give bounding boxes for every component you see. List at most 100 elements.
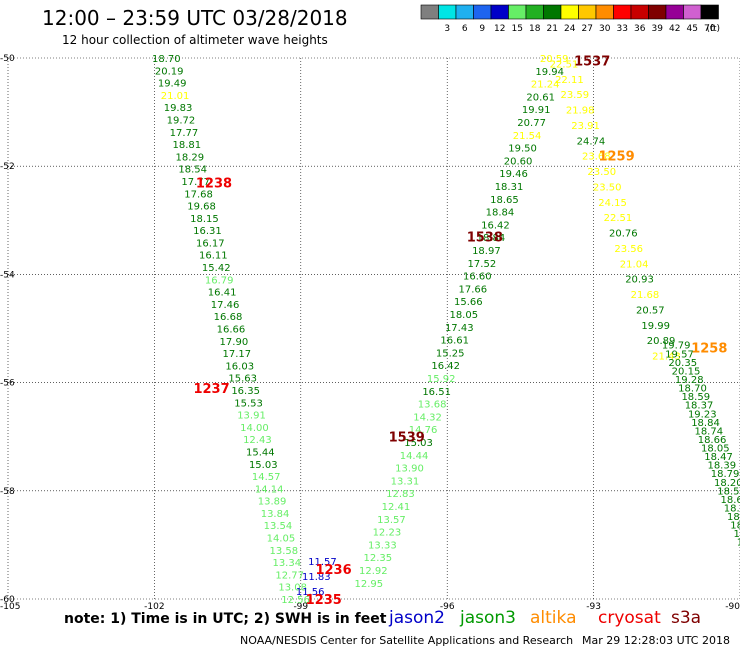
footnote: note: 1) Time is in UTC; 2) SWH is in fe… (64, 611, 387, 627)
legend-bin-label: 42 (669, 24, 680, 34)
swh-value-label: 18.97 (472, 246, 501, 257)
swh-value-label: 18.31 (495, 182, 524, 193)
swh-value-label: 20.19 (155, 66, 184, 77)
swh-value-label: 23.68 (582, 152, 611, 163)
swh-value-label: 18.54 (178, 165, 207, 176)
swh-value-label: 19.91 (522, 105, 551, 116)
legend-swatch (508, 4, 527, 20)
swh-value-label: 15.66 (454, 297, 483, 308)
swh-value-label: 19.72 (167, 115, 196, 126)
swh-value-label: 19.57 (665, 349, 694, 360)
satellite-cryosat: cryosat (598, 608, 661, 628)
swh-value-label: 19.50 (508, 144, 537, 155)
swh-value-label: 18.74 (694, 426, 723, 437)
legend-swatch (665, 4, 684, 20)
swh-value-label: 16.61 (440, 336, 469, 347)
legend-swatch (578, 4, 597, 20)
swh-value-label: 13.31 (391, 476, 420, 487)
swh-value-label: 19.68 (187, 202, 216, 213)
swh-value-label: 18.55 (717, 486, 740, 497)
x-tick-label: -93 (586, 602, 601, 612)
swh-value-label: 21.68 (631, 290, 660, 301)
swh-value-label: 13.57 (377, 515, 406, 526)
legend-swatch (560, 4, 579, 20)
swh-value-label: 12.23 (373, 528, 402, 539)
swh-value-label: 12.56 (281, 595, 310, 606)
swh-value-label: 15.53 (234, 398, 263, 409)
swh-value-label: 12.95 (354, 579, 383, 590)
time-label: 1237 (193, 382, 229, 397)
legend-bin-label: 30 (599, 24, 611, 34)
swh-value-label: 20.15 (672, 366, 701, 377)
time-label: 1235 (306, 593, 342, 608)
swh-value-label: 21.01 (161, 91, 190, 102)
legend-bin-label: 12 (494, 24, 505, 34)
swh-value-label: 13.68 (418, 400, 447, 411)
swh-value-label: 22.51 (550, 59, 579, 70)
legend-bin-label: 6 (462, 24, 468, 34)
swh-value-label: 11.56 (296, 587, 325, 598)
y-tick-label: -58 (0, 487, 15, 497)
legend-swatch (613, 4, 632, 20)
legend-bin-label: 45 (687, 24, 698, 34)
swh-value-label: 17.17 (222, 349, 251, 360)
swh-value-label: 18.05 (701, 444, 730, 455)
page-subtitle: 12 hour collection of altimeter wave hei… (62, 33, 328, 47)
swh-value-label: 16.11 (199, 251, 228, 262)
swh-value-label: 21.54 (513, 131, 542, 142)
swh-value-label: 18.54 (730, 521, 740, 532)
swh-value-label: 18.29 (175, 152, 204, 163)
swh-value-label: 18.70 (152, 54, 181, 65)
legend-bin-label: 27 (582, 24, 593, 34)
y-tick-label: -54 (0, 270, 15, 280)
swh-value-label: 18.37 (685, 401, 714, 412)
legend-bin-label: 15 (512, 24, 523, 34)
time-label: 1259 (598, 149, 634, 164)
swh-value-label: 12.43 (243, 435, 272, 446)
swh-value-label: 18.05 (449, 310, 478, 321)
swh-value-label: 13.90 (395, 464, 424, 475)
swh-value-label: 18.47 (704, 452, 733, 463)
swh-value-label: 23.59 (560, 90, 589, 101)
legend-bin-label: 9 (479, 24, 485, 34)
swh-value-label: 15.42 (202, 263, 231, 274)
swh-value-label: 21.24 (531, 80, 560, 91)
swh-value-label: 20.60 (504, 156, 533, 167)
swh-value-label: 12.92 (359, 566, 388, 577)
x-tick-label: -90 (725, 602, 740, 612)
swh-value-label: 16.03 (225, 361, 254, 372)
time-label: 1258 (691, 341, 727, 356)
swh-value-label: 20.59 (540, 54, 569, 65)
legend-swatch (543, 4, 562, 20)
swh-value-label: 16.31 (193, 226, 222, 237)
y-tick-label: -52 (0, 162, 15, 172)
x-tick-label: -99 (293, 602, 308, 612)
swh-value-label: 17.46 (211, 300, 240, 311)
swh-value-label: 18.32 (737, 538, 740, 549)
y-tick-label: -60 (0, 595, 15, 605)
legend-bin-label: 3 (444, 24, 450, 34)
swh-value-label: 13.33 (368, 540, 397, 551)
swh-value-label: 20.93 (625, 275, 654, 286)
legend-bin-label: 33 (617, 24, 628, 34)
swh-value-label: 16.42 (431, 361, 460, 372)
page-title: 12:00 – 23:59 UTC 03/28/2018 (42, 6, 348, 30)
x-tick-label: -105 (0, 602, 20, 612)
color-legend: 3 6 9 12 15 18 21 24 27 30 33 36 39 42 45 70(ft) (420, 4, 720, 34)
swh-value-label: 16.79 (205, 275, 234, 286)
swh-value-label: 21.43 (652, 352, 681, 363)
satellite-s3a: s3a (671, 608, 702, 628)
y-tick-label: -50 (0, 54, 15, 64)
swh-value-label: 22.51 (604, 213, 633, 224)
swh-value-label: 13.58 (270, 546, 299, 557)
swh-value-label: 23.56 (614, 244, 643, 255)
swh-value-label: 16.17 (196, 238, 225, 249)
swh-value-label: 19.49 (158, 79, 187, 90)
swh-value-label: 16.35 (231, 386, 260, 397)
legend-swatch (595, 4, 614, 20)
swh-value-label: 16.66 (217, 325, 246, 336)
swh-value-label: 20.35 (668, 358, 697, 369)
swh-value-label: 17.52 (468, 259, 497, 270)
x-tick-label: -102 (144, 602, 164, 612)
legend-bin-label: 18 (529, 24, 541, 34)
